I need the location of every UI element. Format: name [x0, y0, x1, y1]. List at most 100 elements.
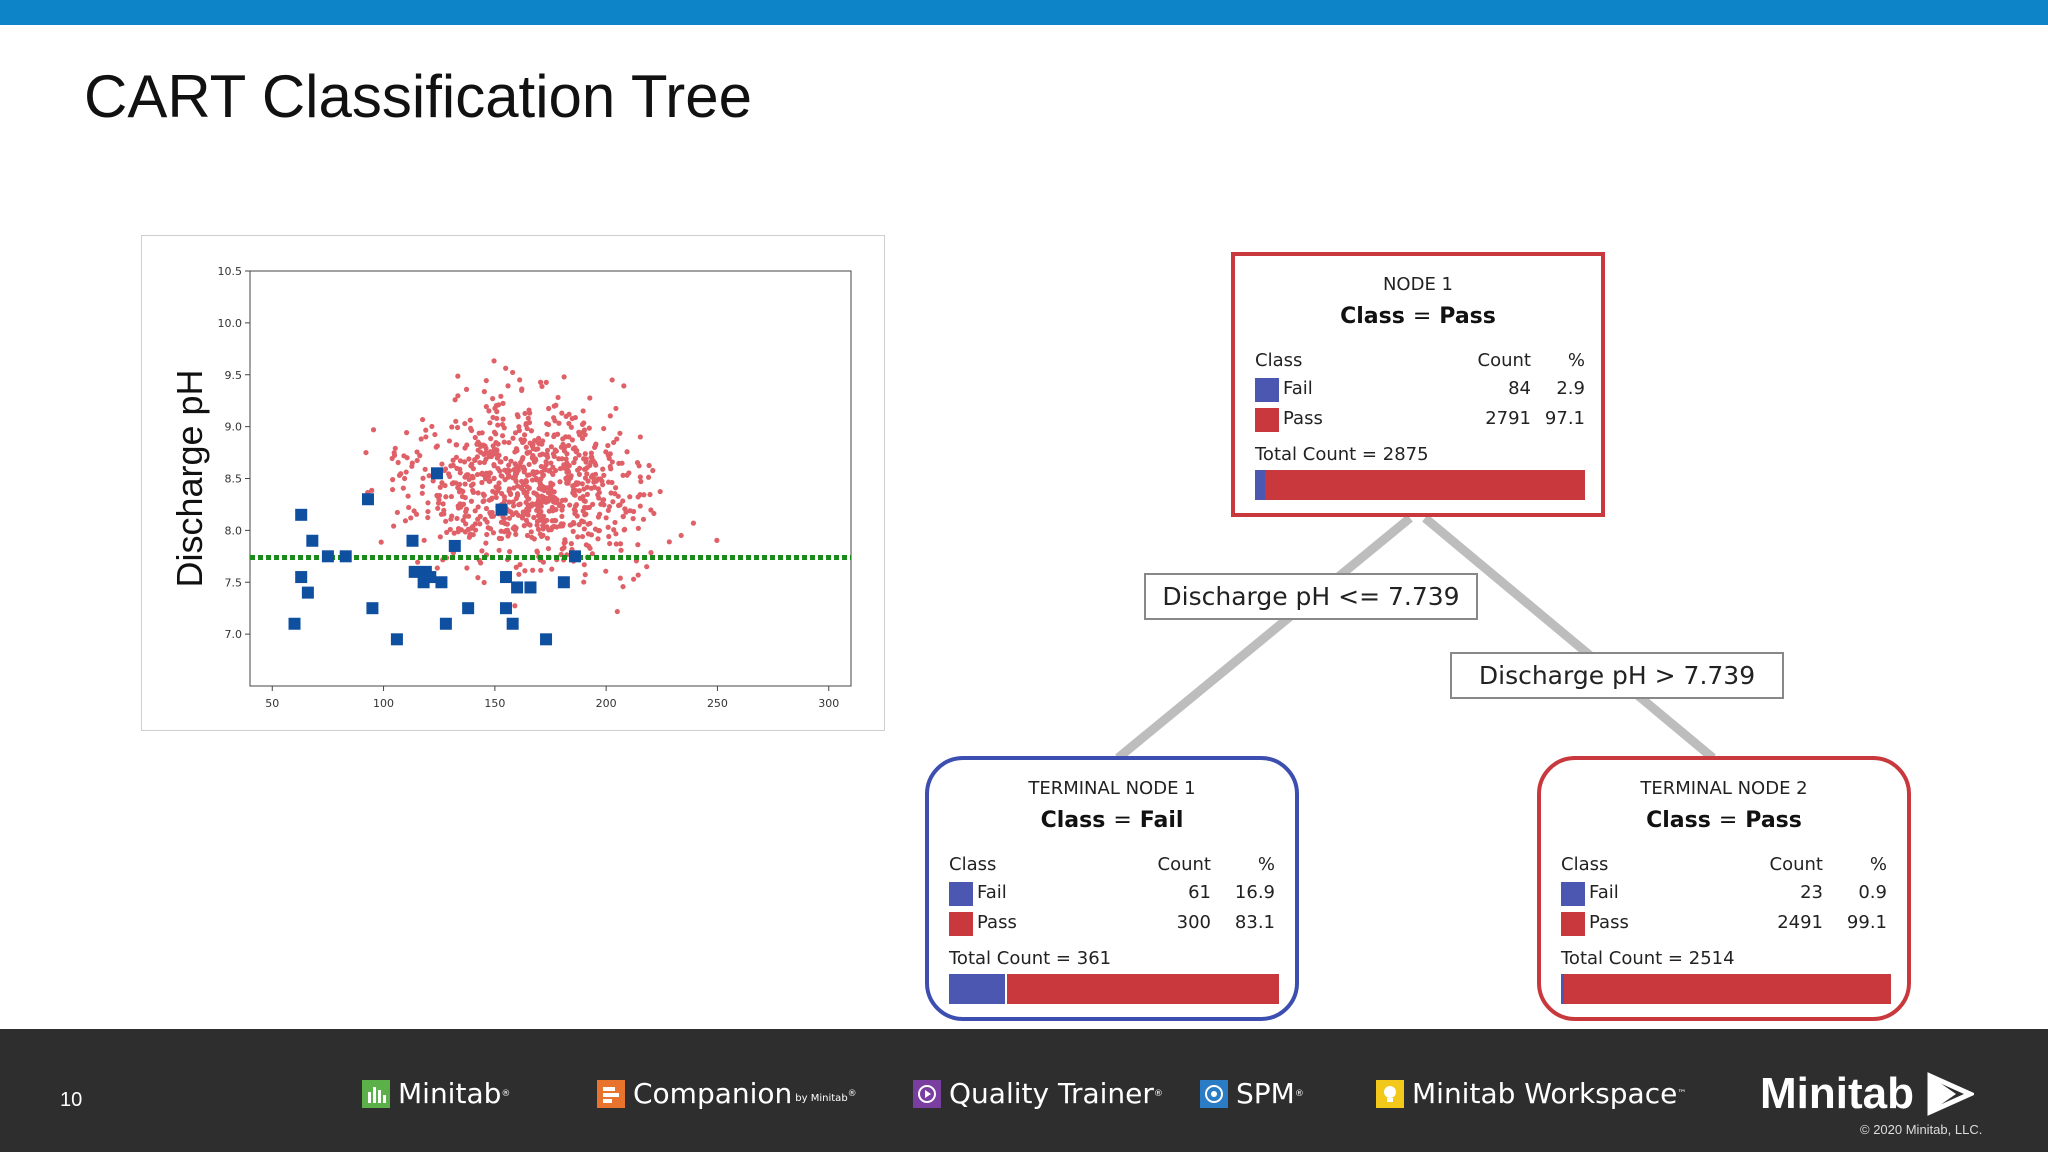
pass-point — [587, 395, 593, 401]
pass-point — [586, 543, 592, 549]
x-tick-label: 50 — [265, 697, 279, 710]
product-minitab-workspace[interactable]: Minitab Workspace ™ — [1376, 1077, 1686, 1110]
pass-point — [512, 430, 519, 436]
pass-point — [615, 502, 622, 509]
pass-point — [555, 394, 561, 401]
pass-point — [605, 442, 611, 449]
pass-point — [475, 490, 481, 496]
pass-point — [601, 502, 607, 508]
pass-point — [549, 566, 555, 572]
pass-point — [421, 537, 427, 543]
pass-swatch — [1255, 408, 1279, 432]
pass-point — [496, 452, 502, 458]
pass-point — [579, 481, 585, 487]
pass-point — [601, 425, 607, 432]
product-name: Companion — [633, 1077, 793, 1110]
pass-point — [530, 441, 536, 448]
terminal-node-2-total: Total Count = 2514 — [1561, 948, 1735, 969]
pass-point — [512, 603, 518, 609]
fail-swatch — [1255, 378, 1279, 402]
fail-point — [499, 602, 512, 615]
pass-point — [645, 474, 652, 480]
pass-point — [523, 444, 529, 450]
node-1-total: Total Count = 2875 — [1255, 444, 1429, 465]
pass-point — [405, 493, 411, 499]
pass-point — [501, 515, 508, 522]
pass-point — [369, 487, 375, 493]
fail-point — [540, 633, 553, 646]
node-1[interactable]: NODE 1 Class = Pass Class Count % Fail 84 … — [1231, 252, 1605, 517]
pass-point — [550, 464, 556, 470]
pass-point — [540, 494, 547, 500]
pass-point — [576, 522, 582, 528]
pass-point — [523, 477, 529, 484]
product-minitab[interactable]: Minitab ® — [362, 1077, 510, 1110]
pass-point — [538, 567, 544, 573]
pass-point — [511, 524, 518, 530]
pass-point — [450, 457, 456, 463]
pass-point — [620, 498, 626, 504]
product-companion[interactable]: Companion by Minitab ® — [597, 1077, 857, 1110]
pass-point — [495, 465, 501, 472]
pass-point — [482, 476, 489, 482]
minitab-arrow-icon — [1927, 1072, 1974, 1116]
node-1-header: NODE 1 — [1382, 274, 1454, 295]
pass-point — [510, 499, 516, 505]
pass-point — [435, 500, 442, 506]
pass-point — [467, 417, 473, 423]
pass-point — [574, 481, 580, 487]
pass-point — [603, 449, 609, 455]
pass-point — [617, 575, 623, 581]
footer-bar: 10 Minitab ® Companion by Minitab ® Qualit… — [0, 1029, 2048, 1152]
pass-point — [499, 421, 506, 428]
pass-point — [576, 471, 583, 477]
fail-point — [568, 550, 581, 563]
pass-point — [454, 424, 461, 431]
pass-point — [501, 439, 507, 445]
pass-point — [525, 415, 531, 421]
pass-point — [557, 501, 563, 507]
pass-point — [512, 449, 518, 455]
row-pass-name: Pass — [1589, 912, 1629, 933]
product-quality-trainer[interactable]: Quality Trainer ® — [913, 1077, 1163, 1110]
pass-point — [519, 386, 525, 392]
terminal-node-1[interactable]: TERMINAL NODE 1 Class = Fail Class Count %… — [925, 756, 1299, 1021]
pass-point — [635, 542, 641, 548]
pass-point — [448, 493, 455, 500]
pass-point — [452, 397, 458, 403]
y-tick-label: 9.5 — [225, 369, 243, 382]
pass-point — [555, 431, 561, 437]
terminal-node-2-class-bar — [1561, 974, 1891, 1004]
pass-point — [627, 494, 633, 500]
y-tick-label: 7.0 — [225, 628, 243, 641]
pass-point — [472, 457, 478, 463]
fail-point — [306, 534, 319, 547]
col-count: Count — [1769, 854, 1823, 875]
pass-point — [477, 521, 483, 527]
pass-point — [489, 513, 495, 520]
fail-point — [506, 617, 519, 630]
pass-point — [442, 466, 449, 472]
pass-point — [513, 478, 519, 484]
terminal-node-2[interactable]: TERMINAL NODE 2 Class = Pass Class Count %… — [1537, 756, 1911, 1021]
fail-point — [462, 602, 475, 615]
pass-point — [519, 439, 526, 446]
fail-point — [439, 617, 452, 630]
pass-point — [592, 471, 599, 477]
col-pct: % — [1869, 854, 1887, 875]
pass-point — [425, 514, 431, 521]
pass-point — [606, 455, 612, 461]
pass-point — [487, 470, 493, 476]
pass-point — [490, 396, 496, 402]
pass-point — [530, 455, 537, 461]
pass-point — [506, 515, 512, 521]
row-fail-count: 23 — [1800, 882, 1823, 903]
pass-point — [561, 374, 567, 380]
pass-point — [617, 541, 624, 547]
page-title: CART Classification Tree — [84, 63, 753, 130]
pass-point — [491, 463, 497, 469]
pass-point — [484, 519, 490, 525]
pass-point — [503, 365, 509, 371]
product-spm[interactable]: SPM ® — [1200, 1077, 1304, 1110]
x-tick-label: 300 — [818, 697, 839, 710]
